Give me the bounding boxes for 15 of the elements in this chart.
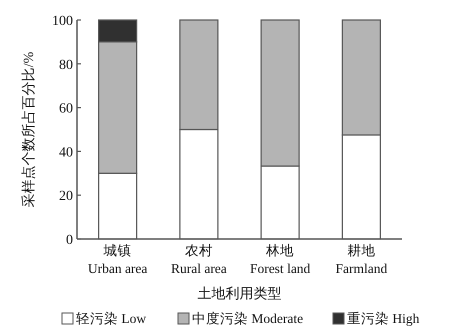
y-tick-label: 100 xyxy=(52,14,73,29)
y-axis-title: 采样点个数所占百分比/% xyxy=(21,51,37,208)
x-tick-label: 耕地 Farmland xyxy=(336,243,388,276)
y-tick-label: 20 xyxy=(59,189,73,204)
x-tick-label: 城镇 Urban area xyxy=(88,243,148,276)
x-tick-label: 农村 Rural area xyxy=(170,243,227,276)
x-axis-title: 土地利用类型 xyxy=(198,286,282,302)
legend-label: 重污染 High xyxy=(347,311,420,326)
y-tick-label: 60 xyxy=(59,102,73,117)
y-tick-label: 80 xyxy=(59,58,73,73)
y-tick-label: 40 xyxy=(59,145,73,160)
y-tick-label: 0 xyxy=(66,233,73,248)
legend-label: 中度污染 Moderate xyxy=(192,311,304,326)
legend-label: 轻污染 Low xyxy=(76,311,146,326)
x-tick-label: 林地 Forest land xyxy=(250,243,311,276)
